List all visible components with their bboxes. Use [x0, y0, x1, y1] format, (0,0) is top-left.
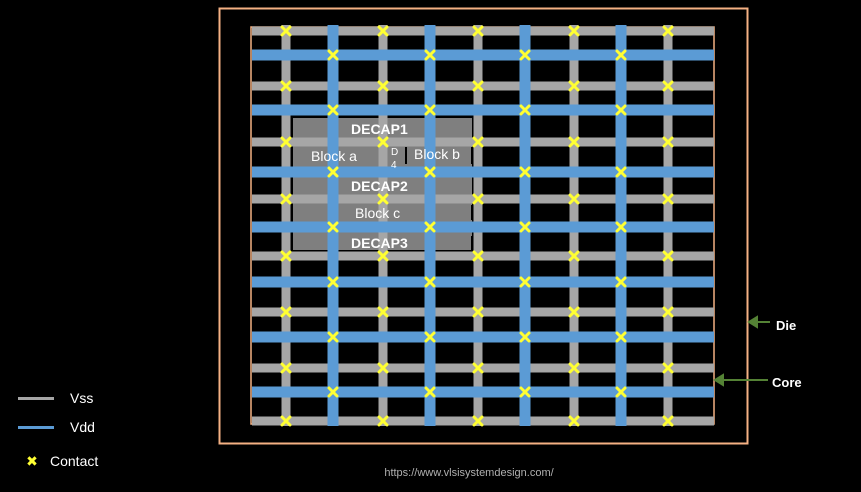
- block-c-label: Block c: [355, 205, 400, 221]
- contact-marker: [472, 362, 484, 374]
- decap1-label: DECAP1: [351, 121, 408, 137]
- block-d-label-bottom: 4: [391, 160, 397, 171]
- contact-marker: [568, 80, 580, 92]
- legend-contact: ✖ Contact: [14, 451, 98, 471]
- contact-marker: [568, 415, 580, 427]
- contact-marker: [519, 49, 531, 61]
- contact-marker: [424, 49, 436, 61]
- contact-marker: [662, 306, 674, 318]
- contact-marker: [377, 25, 389, 37]
- contact-marker: [662, 25, 674, 37]
- contact-marker: [519, 386, 531, 398]
- contact-marker: [568, 250, 580, 262]
- contacts: [280, 25, 674, 427]
- contact-marker: [280, 250, 292, 262]
- contact-marker: [280, 193, 292, 205]
- contact-marker: [519, 166, 531, 178]
- contact-marker: [615, 104, 627, 116]
- contact-marker: [519, 221, 531, 233]
- decap3-label: DECAP3: [351, 235, 408, 251]
- contact-marker: [519, 276, 531, 288]
- contact-marker: [377, 193, 389, 205]
- vdd-swatch: [18, 425, 54, 429]
- contact-marker: [472, 415, 484, 427]
- contact-marker: [662, 193, 674, 205]
- annotation-arrows: [713, 315, 770, 387]
- contact-marker: [615, 166, 627, 178]
- contact-marker: [568, 306, 580, 318]
- contact-marker: [568, 25, 580, 37]
- contact-marker: [662, 136, 674, 148]
- contact-marker: [280, 80, 292, 92]
- contact-marker: [615, 386, 627, 398]
- block-a-label: Block a: [311, 148, 357, 164]
- contact-marker: [280, 415, 292, 427]
- contact-marker: [377, 80, 389, 92]
- contact-marker: [424, 386, 436, 398]
- contact-marker: [424, 221, 436, 233]
- core-label: Core: [772, 375, 802, 390]
- die-arrow-head: [747, 315, 758, 329]
- legend-vdd: Vdd: [18, 417, 95, 437]
- contact-marker: [472, 306, 484, 318]
- contact-marker: [519, 104, 531, 116]
- contact-marker: [519, 331, 531, 343]
- contact-marker: [327, 49, 339, 61]
- legend-vss-label: Vss: [70, 390, 94, 406]
- block-b-label: Block b: [414, 146, 460, 162]
- contact-marker: [615, 331, 627, 343]
- contact-marker: [472, 80, 484, 92]
- contact-marker: [377, 306, 389, 318]
- contact-marker: [568, 362, 580, 374]
- contact-marker: [280, 362, 292, 374]
- contact-marker: [472, 136, 484, 148]
- legend-vss: Vss: [18, 388, 93, 408]
- contact-marker: [280, 25, 292, 37]
- core-arrow-head: [713, 373, 724, 387]
- die-label: Die: [776, 318, 797, 333]
- contact-marker: [424, 104, 436, 116]
- contact-marker: [615, 276, 627, 288]
- contact-marker: [377, 136, 389, 148]
- contact-marker: [615, 221, 627, 233]
- contact-marker: [280, 306, 292, 318]
- contact-marker: [662, 80, 674, 92]
- contact-marker: [424, 276, 436, 288]
- contact-marker: [472, 250, 484, 262]
- contact-marker: [327, 104, 339, 116]
- contact-marker: [327, 331, 339, 343]
- contact-marker: [327, 276, 339, 288]
- contact-cross-icon: ✖: [26, 452, 38, 469]
- contact-marker: [662, 250, 674, 262]
- decap2-label: DECAP2: [351, 178, 408, 194]
- block-d-label-top: D: [391, 147, 398, 158]
- vss-swatch: [18, 396, 54, 400]
- contact-marker: [280, 136, 292, 148]
- contact-marker: [377, 250, 389, 262]
- die-outline: [218, 7, 749, 445]
- contact-marker: [568, 193, 580, 205]
- contact-marker: [327, 166, 339, 178]
- contact-marker: [662, 362, 674, 374]
- contact-marker: [377, 362, 389, 374]
- contact-marker: [568, 136, 580, 148]
- contact-marker: [615, 49, 627, 61]
- legend-vdd-label: Vdd: [70, 419, 95, 435]
- contact-marker: [327, 221, 339, 233]
- contact-marker: [327, 386, 339, 398]
- contact-marker: [377, 415, 389, 427]
- contact-marker: [424, 331, 436, 343]
- contact-marker: [472, 193, 484, 205]
- source-url: https://www.vlsisystemdesign.com/: [384, 467, 554, 479]
- contact-marker: [662, 415, 674, 427]
- block-labels: DECAP1 DECAP2 DECAP3 Block a Block b Blo…: [311, 121, 473, 251]
- contact-marker: [472, 25, 484, 37]
- legend-contact-label: Contact: [50, 453, 99, 469]
- contact-marker: [424, 166, 436, 178]
